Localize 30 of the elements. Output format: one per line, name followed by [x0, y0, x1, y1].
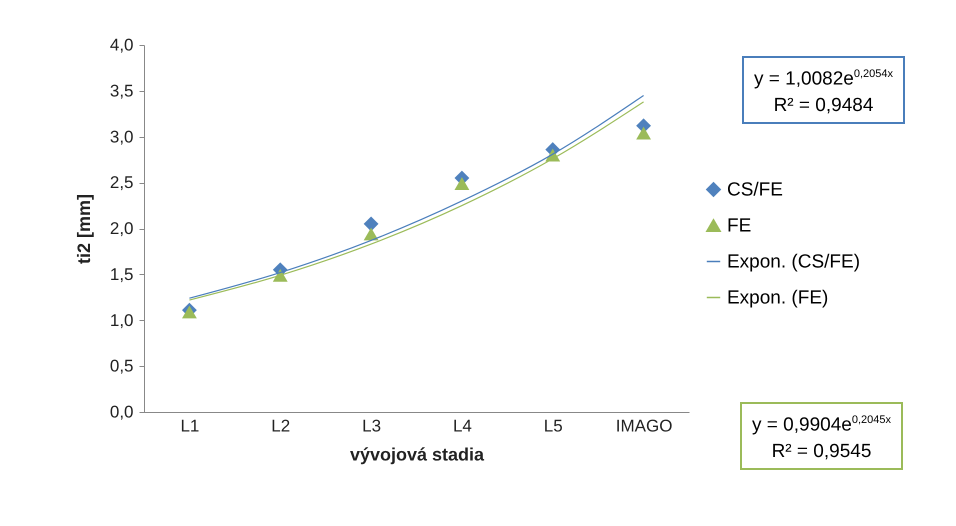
x-tick-label: L4 — [452, 416, 472, 436]
y-tick-label: 2,0 — [110, 219, 134, 238]
y-tick-label: 2,5 — [110, 173, 134, 192]
point — [364, 216, 378, 232]
text: y = 0,9904e$^{0,2045x}$ — [752, 413, 891, 438]
point — [364, 228, 378, 240]
point — [454, 177, 470, 190]
y-tick-label: 1,0 — [110, 310, 134, 330]
legend-label: Expon. (CS/FE) — [727, 252, 860, 272]
legend-label: CS/FE — [727, 180, 783, 200]
x-tick-label: IMAGO — [616, 416, 672, 436]
text: R² = 0,9545 — [770, 440, 872, 464]
point — [182, 306, 197, 318]
x-axis-title: vývojová stadia — [350, 444, 486, 464]
y-tick-label: 0,0 — [110, 402, 134, 422]
legend-label: FE — [727, 216, 752, 236]
text: R² = 0,9484 — [772, 94, 874, 118]
y-tick-label: 3,5 — [110, 81, 134, 100]
y-tick-label: 3,0 — [110, 127, 134, 146]
y-tick-label: 0,5 — [110, 356, 134, 376]
y-tick-label: 1,5 — [110, 264, 134, 284]
point — [636, 126, 651, 140]
legend-label: Expon. (FE) — [727, 288, 828, 308]
x-tick-label: L5 — [544, 416, 563, 436]
y-axis-title: ti2 [mm] — [74, 194, 94, 264]
y-tick-label: 4,0 — [110, 36, 134, 54]
x-tick-label: L1 — [180, 416, 200, 436]
x-tick-label: L2 — [271, 416, 290, 436]
text: y = 1,0082e$^{0,2054x}$ — [754, 67, 893, 92]
x-tick-label: L3 — [362, 416, 382, 436]
